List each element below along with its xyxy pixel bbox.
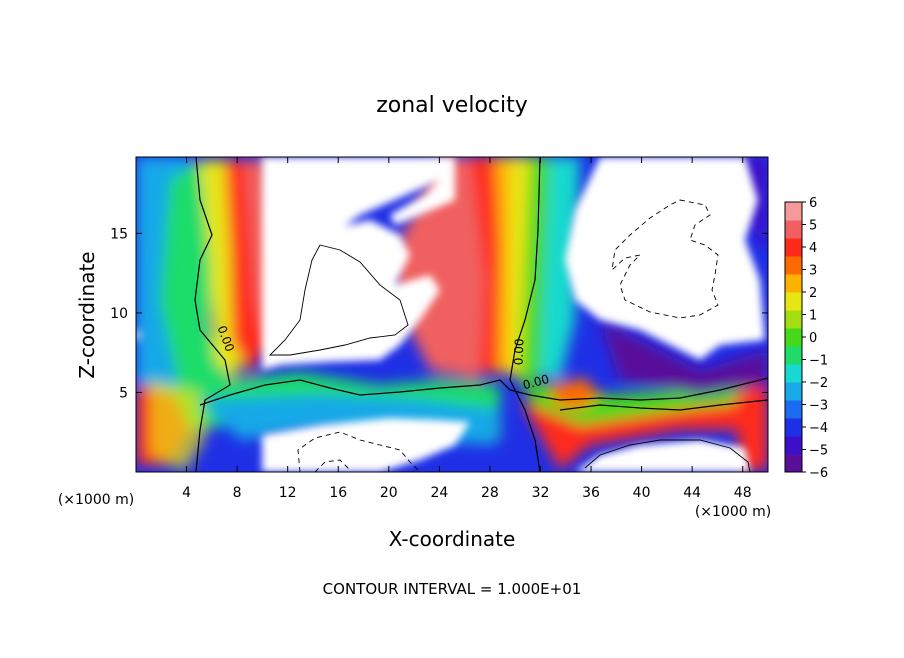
colorbar-label: 1: [809, 309, 817, 324]
colorbar-swatch: [785, 328, 802, 347]
chart-title: zonal velocity: [376, 93, 528, 118]
field-center-cyan: [540, 157, 580, 380]
white-region-top-center: [262, 157, 455, 330]
x-tick-label: 40: [633, 485, 651, 501]
contour-dashed-bottom-small: [314, 459, 351, 472]
x-tick-label: 20: [380, 485, 398, 501]
x-tick-label: 8: [233, 485, 242, 501]
x-unit-left: (×1000 m): [58, 492, 134, 508]
colorbar-swatch: [785, 292, 802, 311]
x-axis: 4 8 12 16 20 24 28 32 36 40 44 48: [182, 157, 752, 501]
colorbar-label: −5: [809, 444, 828, 459]
white-region-bottom-right: [575, 440, 750, 472]
x-axis-label: X-coordinate: [389, 527, 516, 551]
x-tick-label: 12: [279, 485, 297, 501]
colorbar-swatch: [785, 238, 802, 257]
colorbar-swatch: [785, 256, 802, 275]
colorbar-label: 6: [809, 196, 817, 211]
field-right-red-band: [520, 400, 768, 470]
white-region-center-mass: [262, 220, 440, 370]
x-tick-label: 32: [532, 485, 550, 501]
colorbar-label: 2: [809, 286, 817, 301]
field-left-green: [160, 160, 230, 395]
field-lower-left-yellow: [150, 380, 205, 472]
colorbar-swatch: [785, 418, 802, 437]
colorbar-swatch: [785, 364, 802, 383]
contour-interval-footer: CONTOUR INTERVAL = 1.000E+01: [323, 580, 582, 598]
contour-label-center-vertical: 0.00: [512, 338, 527, 365]
contour-dashed-bottom-center: [297, 431, 421, 472]
y-tick-label: 10: [110, 306, 128, 322]
x-tick-label: 4: [182, 485, 191, 501]
x-tick-label: 48: [734, 485, 752, 501]
colorbar: 6 5 4 3 2 1 0 −1 −2 −3 −4 −5 −6: [784, 196, 828, 481]
white-region-left-edge: [136, 330, 140, 340]
colorbar-swatch: [785, 346, 802, 365]
plot-frame: [135, 156, 769, 473]
field-right-orange-blob: [550, 378, 600, 410]
x-unit-right: (×1000 m): [695, 504, 771, 520]
x-tick-label: 28: [481, 485, 499, 501]
contour-thin-center-mass: [268, 244, 409, 356]
heatmap-field: [136, 157, 768, 472]
contour-zero-left: [194, 157, 231, 472]
colorbar-label: 3: [809, 264, 817, 279]
contour-lines: [194, 157, 768, 472]
colorbar-swatch: [785, 400, 802, 419]
x-tick-label: 44: [683, 485, 701, 501]
contour-label-center-horizontal: 0.00: [521, 372, 550, 392]
contour-zero-right-lower: [559, 399, 768, 411]
field-right-purple: [600, 320, 768, 395]
y-tick-label: 5: [119, 385, 128, 401]
colorbar-label: −1: [809, 354, 828, 369]
colorbar-label: −4: [809, 421, 828, 436]
contour-label-group: 0.00 0.00 0.00: [215, 324, 551, 393]
colorbar-label: −3: [809, 399, 828, 414]
x-tick-label: 24: [430, 485, 448, 501]
white-region-bottom-center: [262, 418, 470, 472]
colorbar-swatch: [785, 202, 802, 221]
x-tick-label: 36: [582, 485, 600, 501]
colorbar-swatch: [785, 220, 802, 239]
y-tick-label: 15: [110, 226, 128, 242]
contour-zero-center: [509, 157, 541, 472]
colorbar-swatch: [785, 436, 802, 455]
contour-dashed-top-right: [611, 199, 719, 319]
contour-zero-lower-band: [199, 377, 768, 406]
colorbar-swatch: [785, 454, 802, 473]
colorbar-label: 5: [809, 219, 817, 234]
contour-thin-bottom-right: [584, 439, 751, 472]
colorbar-swatch: [785, 310, 802, 329]
y-axis-label: Z-coordinate: [75, 251, 99, 378]
colorbar-label: 0: [809, 331, 817, 346]
colorbar-swatch: [785, 274, 802, 293]
white-region-top-right: [565, 157, 765, 360]
x-tick-label: 16: [329, 485, 347, 501]
colorbar-label: 4: [809, 241, 817, 256]
colorbar-label: −6: [809, 466, 828, 481]
y-axis: 5 10 15: [110, 226, 768, 401]
colorbar-label: −2: [809, 376, 828, 391]
colorbar-swatch: [785, 382, 802, 401]
field-white-regions: [136, 157, 765, 472]
